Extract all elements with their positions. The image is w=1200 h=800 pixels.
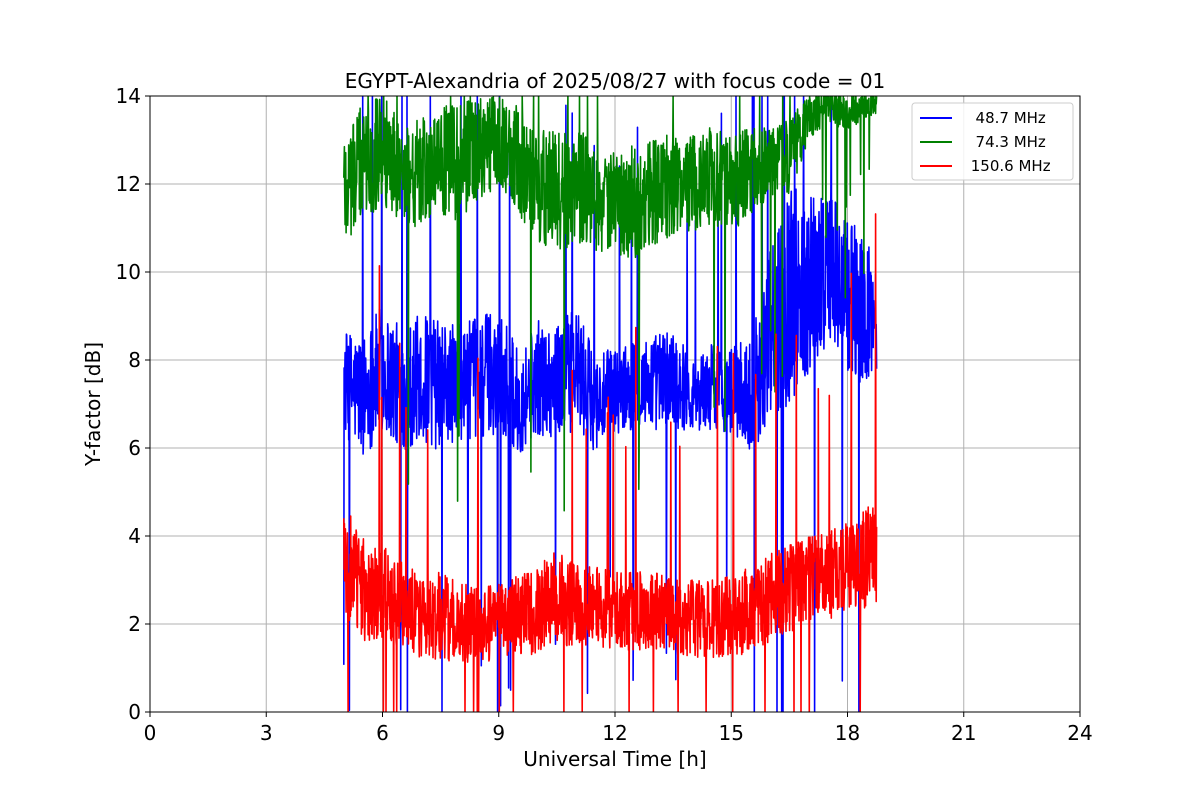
y-tick-label: 0 (128, 700, 141, 724)
y-tick-label: 4 (128, 524, 141, 548)
series-layer (343, 96, 878, 712)
y-tick-label: 8 (128, 348, 141, 372)
x-tick-label: 9 (492, 721, 505, 745)
x-tick-label: 15 (719, 721, 744, 745)
y-tick-label: 6 (128, 436, 141, 460)
x-tick-label: 18 (835, 721, 860, 745)
y-axis: 0 2 4 6 8 10 12 14 (116, 84, 150, 724)
legend-label-2: 150.6 MHz (966, 157, 1051, 175)
series-line-0 (343, 96, 878, 712)
x-tick-label: 3 (260, 721, 273, 745)
legend: 48.7 MHz 74.3 MHz 150.6 MHz (911, 102, 1074, 181)
x-tick-label: 6 (376, 721, 389, 745)
legend-box (911, 102, 1074, 181)
series-line-2 (343, 213, 878, 712)
y-tick-label: 10 (116, 260, 141, 284)
y-tick-label: 12 (116, 172, 141, 196)
x-tick-label: 21 (951, 721, 976, 745)
x-axis-label: Universal Time [h] (523, 747, 706, 771)
legend-label-0: 48.7 MHz (966, 109, 1046, 127)
x-tick-label: 0 (144, 721, 157, 745)
series-line-1 (343, 96, 878, 512)
y-axis-label: Y-factor [dB] (81, 342, 105, 467)
chart-title: EGYPT-Alexandria of 2025/08/27 with focu… (345, 69, 886, 93)
x-axis: 0 3 6 9 12 15 18 21 24 (144, 712, 1093, 745)
x-tick-label: 12 (602, 721, 627, 745)
legend-label-1: 74.3 MHz (966, 133, 1046, 151)
y-tick-label: 14 (116, 84, 141, 108)
x-tick-label: 24 (1067, 721, 1092, 745)
y-tick-label: 2 (128, 612, 141, 636)
